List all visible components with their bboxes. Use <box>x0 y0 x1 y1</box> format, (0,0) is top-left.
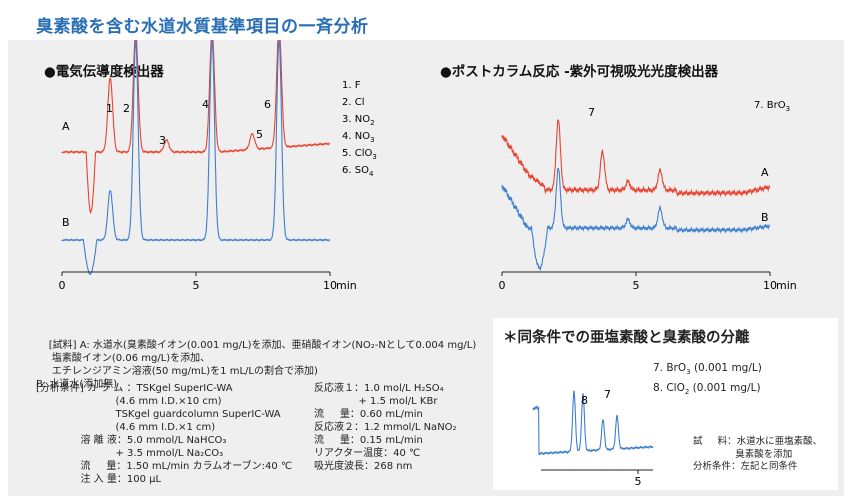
inset-legend-item-0: 7. BrO3 (0.001 mg/L) <box>653 362 762 377</box>
inset-note: 試 料：水道水に亜塩素酸、 臭素酸を添加 分析条件：左記と同条件 <box>693 436 822 474</box>
sample-line-0: A: 水道水(臭素酸イオン(0.001 mg/L)を添加、亜硝酸イオン(NO₂-… <box>79 340 477 351</box>
series-b-line <box>61 40 331 276</box>
cond-left-0: [分析条件] カ ラ ム ：TSKgel SuperIC-WA <box>36 383 233 394</box>
peak-label-7: 7 <box>604 388 611 401</box>
inset-legend: 7. BrO3 (0.001 mg/L) 8. ClO2 (0.001 mg/L… <box>653 360 762 400</box>
cond-left-4: 溶 離 液：5.0 mmol/L NaHCO₃ <box>36 435 227 446</box>
peak-label-3: 3 <box>159 134 166 147</box>
peak-label-2: 2 <box>123 102 130 115</box>
inset-note-1: 臭素酸を添加 <box>693 448 793 460</box>
legend-item-2: 2. Cl <box>342 97 364 108</box>
legend-item-6: 6. SO4 <box>342 165 374 178</box>
conditions-left: [分析条件] カ ラ ム ：TSKgel SuperIC-WA (4.6 mm … <box>36 382 292 486</box>
header: 臭素酸を含む水道水質基準項目の一斉分析 <box>8 6 844 43</box>
sample-line-3: B: 水道水(添加無) <box>36 379 118 390</box>
x-tick-label-0: 0 <box>499 279 506 292</box>
cond-left-1: (4.6 mm I.D.×10 cm) <box>36 396 222 407</box>
sample-line-1: 塩素酸イオン(0.06 mg/L)を添加、 <box>36 353 211 364</box>
peak-label-7: 7 <box>588 106 595 119</box>
peak-label-5: 5 <box>256 128 263 141</box>
peak-label-1: 1 <box>106 102 113 115</box>
legend-item-3: 3. NO2 <box>342 114 375 127</box>
cond-left-7: 注 入 量：100 μL <box>36 474 162 485</box>
cond-right-6: 吸光度波長：268 nm <box>314 461 413 472</box>
x-tick-label-10: 10 <box>763 279 777 292</box>
x-tick-label-5: 5 <box>193 279 200 292</box>
chart-inset: 8 7 5 <box>532 388 654 488</box>
panel2-title: ●ポストカラム反応 -紫外可視吸光光度検出器 <box>440 64 719 80</box>
x-tick-label-10: 10 <box>323 279 337 292</box>
x-unit-label: min <box>776 279 797 292</box>
legend-item-7: 7. BrO3 <box>754 100 790 113</box>
series-line <box>532 390 654 456</box>
series-a-label: A <box>62 120 70 133</box>
series-a-label: A <box>761 166 769 179</box>
conditions-right: 反応液１：1.0 mol/L H₂SO₄ + 1.5 mol/L KBr 流 量… <box>314 382 457 473</box>
peak-label-4: 4 <box>202 98 209 111</box>
x-unit-label: min <box>336 279 357 292</box>
chart-uv-vis: A B 7 7. BrO3 0 5 10 min <box>499 100 797 292</box>
inset-note-0: 試 料：水道水に亜塩素酸、 <box>693 436 823 447</box>
peak-label-8: 8 <box>581 394 588 407</box>
sample-label: [試料] <box>48 340 77 351</box>
cond-right-3: 反応液２：1.2 mmol/L NaNO₂ <box>314 422 457 433</box>
x-tick-label-5: 5 <box>635 475 642 488</box>
chart-conductivity: A B 1 2 3 4 5 6 1. F 2. Cl 3. NO2 4. NO3 5. ClO3 6. S… <box>59 40 377 292</box>
series-b-line <box>501 167 771 272</box>
legend-item-1: 1. F <box>342 80 361 91</box>
cond-right-4: 流 量：0.15 mL/min <box>314 435 423 446</box>
series-b-label: B <box>761 211 769 224</box>
inset-title: ＊同条件での亜塩素酸と臭素酸の分離 <box>503 330 750 346</box>
page-title: 臭素酸を含む水道水質基準項目の一斉分析 <box>36 17 369 37</box>
inset-note-2: 分析条件：左記と同条件 <box>693 461 798 472</box>
cond-left-6: 流 量：1.50 mL/min カラムオーブン:40 ℃ <box>36 461 293 472</box>
peak-label-6: 6 <box>264 98 271 111</box>
cond-left-3: (4.6 mm I.D.×1 cm) <box>36 422 216 433</box>
series-b-label: B <box>62 216 70 229</box>
cond-right-1: + 1.5 mol/L KBr <box>314 396 438 407</box>
legend-item-5: 5. ClO3 <box>342 148 377 161</box>
series-a-line <box>61 40 331 215</box>
inset-panel: ＊同条件での亜塩素酸と臭素酸の分離 8 7 5 7. BrO3 (0.001 mg/… <box>493 318 838 490</box>
cond-left-2: TSKgel guardcolumn SuperIC-WA <box>36 409 281 420</box>
cond-left-5: + 3.5 mmol/L Na₂CO₃ <box>36 448 224 459</box>
sample-line-2: エチレンジアミン溶液(50 mg/mL)を1 mL/Lの割合で添加) <box>36 366 318 377</box>
x-tick-label-5: 5 <box>633 279 640 292</box>
cond-right-0: 反応液１：1.0 mol/L H₂SO₄ <box>314 383 444 394</box>
legend-item-4: 4. NO3 <box>342 131 375 144</box>
inset-legend-item-1: 8. ClO2 (0.001 mg/L) <box>653 382 761 397</box>
cond-right-2: 流 量：0.60 mL/min <box>314 409 423 420</box>
cond-right-5: リアクター温度：40 ℃ <box>314 448 421 459</box>
series-a-line <box>501 119 771 198</box>
x-tick-label-0: 0 <box>59 279 66 292</box>
sample-block: [試料] A: 水道水(臭素酸イオン(0.001 mg/L)を添加、亜硝酸イオン… <box>36 326 476 391</box>
